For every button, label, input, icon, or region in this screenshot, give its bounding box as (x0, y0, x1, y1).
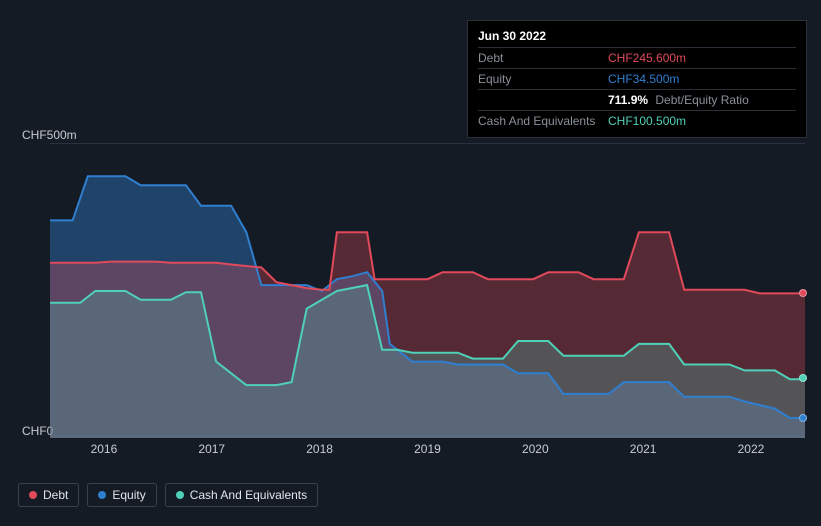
xaxis-tick: 2021 (589, 442, 697, 456)
legend-item[interactable]: Equity (87, 483, 156, 507)
xaxis-tick: 2017 (158, 442, 266, 456)
endpoint-debt-icon (799, 289, 807, 297)
tooltip-cash-value: CHF100.500m (608, 112, 686, 130)
legend-dot-icon (176, 491, 184, 499)
tooltip-ratio-pct: 711.9% (608, 93, 648, 107)
endpoint-cash-icon (799, 374, 807, 382)
tooltip-debt-label: Debt (478, 49, 608, 67)
tooltip-date: Jun 30 2022 (478, 27, 796, 45)
xaxis-labels: 2016201720182019202020212022 (50, 442, 805, 456)
xaxis-tick: 2019 (374, 442, 482, 456)
tooltip-debt-value: CHF245.600m (608, 49, 686, 67)
tooltip-cash-label: Cash And Equivalents (478, 112, 608, 130)
legend-dot-icon (29, 491, 37, 499)
endpoint-equity-icon (799, 414, 807, 422)
tooltip-ratio-label: Debt/Equity Ratio (655, 93, 748, 107)
tooltip-equity-label: Equity (478, 70, 608, 88)
legend-dot-icon (98, 491, 106, 499)
tooltip-equity-value: CHF34.500m (608, 70, 679, 88)
xaxis-tick: 2016 (50, 442, 158, 456)
legend-label: Equity (112, 488, 145, 502)
yaxis-min-label: CHF0 (22, 424, 53, 438)
yaxis-max-label: CHF500m (22, 128, 77, 142)
legend-item[interactable]: Cash And Equivalents (165, 483, 318, 507)
legend-item[interactable]: Debt (18, 483, 79, 507)
chart-legend: Debt Equity Cash And Equivalents (18, 483, 318, 507)
chart-tooltip: Jun 30 2022 Debt CHF245.600m Equity CHF3… (467, 20, 807, 138)
xaxis-tick: 2018 (266, 442, 374, 456)
legend-label: Cash And Equivalents (190, 488, 307, 502)
chart-plot-area[interactable] (50, 143, 805, 437)
chart-svg (50, 144, 805, 438)
xaxis-tick: 2022 (697, 442, 805, 456)
legend-label: Debt (43, 488, 68, 502)
tooltip-ratio-spacer (478, 91, 608, 109)
xaxis-tick: 2020 (481, 442, 589, 456)
